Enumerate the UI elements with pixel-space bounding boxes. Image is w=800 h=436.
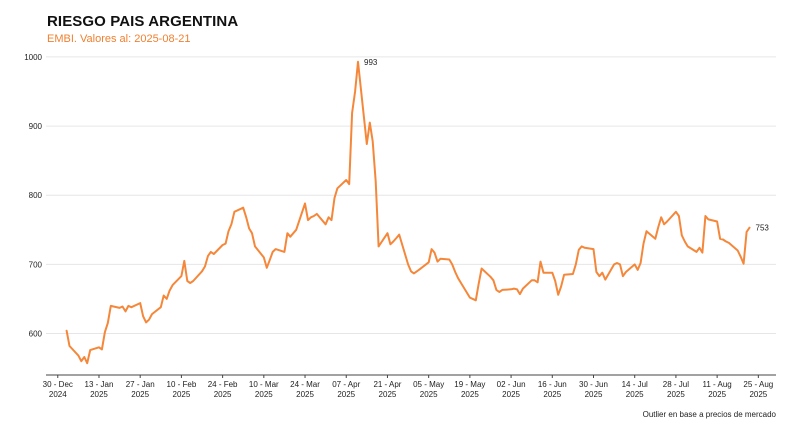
data-label: 753 bbox=[756, 224, 770, 233]
x-tick-label: 05 - May bbox=[413, 380, 444, 389]
x-tick-label: 07 - Apr bbox=[332, 380, 360, 389]
grid-lines bbox=[46, 56, 776, 335]
series-line bbox=[65, 60, 751, 365]
x-tick-label: 30 - Jun bbox=[579, 380, 608, 389]
y-tick-label: 700 bbox=[29, 260, 43, 269]
x-tick-year: 2025 bbox=[131, 390, 149, 399]
chart-title: RIESGO PAIS ARGENTINA bbox=[47, 13, 239, 30]
x-tick-year: 2025 bbox=[296, 390, 314, 399]
x-tick-year: 2025 bbox=[461, 390, 479, 399]
x-tick-year: 2025 bbox=[667, 390, 685, 399]
x-tick-label: 10 - Mar bbox=[249, 380, 279, 389]
x-tick-year: 2025 bbox=[90, 390, 108, 399]
x-tick-year: 2025 bbox=[379, 390, 397, 399]
x-tick-label: 11 - Aug bbox=[703, 380, 732, 389]
x-tick-label: 21 - Apr bbox=[373, 380, 401, 389]
x-tick-label: 10 - Feb bbox=[167, 380, 197, 389]
data-labels: 993 753 bbox=[364, 58, 769, 233]
footnote: Outlier en base a precios de mercado bbox=[642, 410, 776, 419]
chart-subtitle: EMBI. Valores al: 2025-08-21 bbox=[47, 33, 191, 45]
x-tick-year: 2025 bbox=[708, 390, 726, 399]
x-tick-year: 2025 bbox=[173, 390, 191, 399]
y-tick-label: 800 bbox=[29, 191, 43, 200]
x-tick-label: 25 - Aug bbox=[743, 380, 773, 389]
x-tick-year: 2025 bbox=[749, 390, 767, 399]
x-tick-label: 14 - Jul bbox=[622, 380, 648, 389]
y-tick-label: 600 bbox=[29, 330, 43, 339]
x-tick-year: 2025 bbox=[337, 390, 355, 399]
x-tick-label: 24 - Feb bbox=[208, 380, 238, 389]
x-tick-label: 27 - Jan bbox=[126, 380, 155, 389]
x-tick-year: 2024 bbox=[49, 390, 67, 399]
x-tick-label: 30 - Dec bbox=[43, 380, 73, 389]
x-tick-year: 2025 bbox=[420, 390, 438, 399]
x-tick-year: 2025 bbox=[585, 390, 603, 399]
series-layer bbox=[65, 60, 751, 365]
x-tick-label: 28 - Jul bbox=[663, 380, 689, 389]
y-tick-label: 900 bbox=[29, 122, 43, 131]
x-tick-year: 2025 bbox=[543, 390, 561, 399]
x-tick-year: 2025 bbox=[502, 390, 520, 399]
x-tick-year: 2025 bbox=[214, 390, 232, 399]
x-tick-year: 2025 bbox=[255, 390, 273, 399]
x-tick-label: 16 - Jun bbox=[538, 380, 567, 389]
y-tick-label: 1000 bbox=[24, 53, 42, 62]
y-axis: 600 700 800 900 1000 bbox=[24, 53, 42, 339]
data-label: 993 bbox=[364, 58, 378, 67]
x-tick-label: 19 - May bbox=[454, 380, 485, 389]
x-tick-label: 02 - Jun bbox=[497, 380, 526, 389]
x-tick-label: 13 - Jan bbox=[85, 380, 114, 389]
x-tick-label: 24 - Mar bbox=[290, 380, 320, 389]
x-tick-year: 2025 bbox=[626, 390, 644, 399]
